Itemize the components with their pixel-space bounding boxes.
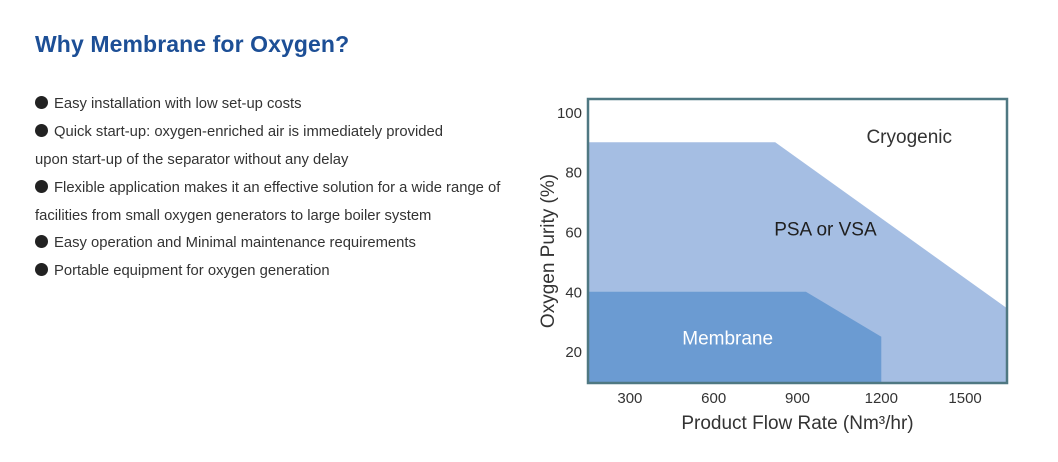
bullet-dot-icon xyxy=(35,235,48,249)
feature-text: upon start-up of the separator without a… xyxy=(35,151,349,168)
y-tick-label: 20 xyxy=(565,344,582,361)
feature-text: facilities from small oxygen generators … xyxy=(35,207,432,224)
feature-list: Easy installation with low set-up costs Q… xyxy=(35,91,535,286)
bullet-dot-icon xyxy=(35,179,48,193)
y-tick-label: 100 xyxy=(557,105,582,122)
x-tick-label: 1200 xyxy=(865,390,898,407)
bullet-dot-icon xyxy=(35,123,48,137)
bullet-dot-icon xyxy=(35,263,48,277)
x-tick-label: 1500 xyxy=(948,390,981,407)
y-tick-label: 60 xyxy=(565,224,582,241)
plot-frame xyxy=(586,97,1009,385)
feature-bullet-item: Easy installation with low set-up costs xyxy=(35,91,535,119)
feature-text: Easy installation with low set-up costs xyxy=(54,96,302,112)
x-tick-label: 600 xyxy=(701,390,726,407)
y-axis-title: Oxygen Purity (%) xyxy=(538,174,559,328)
x-tick-label: 900 xyxy=(785,390,810,407)
x-tick-label: 300 xyxy=(617,390,642,407)
bullet-dot-icon xyxy=(35,96,48,109)
region-label-membrane: Membrane xyxy=(682,329,773,350)
feature-text: Flexible application makes it an effecti… xyxy=(54,179,501,196)
feature-text: Easy operation and Minimal maintenance r… xyxy=(54,235,416,252)
feature-continuation-line: upon start-up of the separator without a… xyxy=(35,147,535,175)
feature-bullet-item: Flexible application makes it an effecti… xyxy=(35,175,535,203)
feature-text: Portable equipment for oxygen generation xyxy=(54,263,330,280)
region-label-cryogenic: Cryogenic xyxy=(866,127,952,148)
feature-text: Quick start-up: oxygen-enriched air is i… xyxy=(54,123,443,140)
feature-bullet-item: Easy operation and Minimal maintenance r… xyxy=(35,230,535,258)
y-tick-label: 80 xyxy=(565,165,582,182)
chart-svg: Cryogenic PSA or VSA Membrane 20 40 60 80 100 30… xyxy=(538,97,1009,434)
purity-vs-flow-chart: Cryogenic PSA or VSA Membrane 20 40 60 80 100 30… xyxy=(530,90,1030,445)
feature-bullet-item: Quick start-up: oxygen-enriched air is i… xyxy=(35,119,535,147)
page-title: Why Membrane for Oxygen? xyxy=(35,31,350,57)
feature-bullet-item: Portable equipment for oxygen generation xyxy=(35,258,535,286)
x-axis-title: Product Flow Rate (Nm³/hr) xyxy=(681,413,913,434)
y-tick-label: 40 xyxy=(565,284,582,301)
feature-continuation-line: facilities from small oxygen generators … xyxy=(35,203,535,231)
region-membrane xyxy=(588,291,882,383)
region-label-psa-or-vsa: PSA or VSA xyxy=(774,220,877,241)
